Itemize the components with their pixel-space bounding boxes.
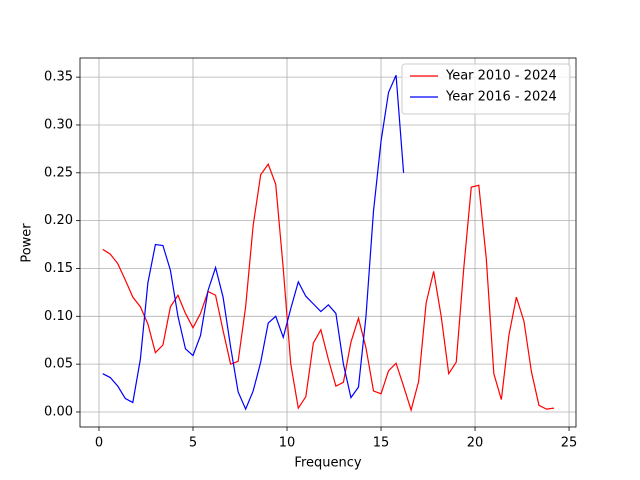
legend: Year 2010 - 2024 Year 2016 - 2024 <box>401 63 571 115</box>
y-tick-label: 0.25 <box>44 165 73 180</box>
x-tick-label: 5 <box>189 436 197 451</box>
legend-box <box>401 63 571 115</box>
y-tick-label: 0.30 <box>44 117 73 132</box>
plot-frame <box>79 57 577 428</box>
x-axis-label: Frequency <box>294 456 361 471</box>
x-tick-label: 10 <box>279 436 296 451</box>
y-tick-label: 0.20 <box>44 213 73 228</box>
y-tick-label: 0.10 <box>44 309 73 324</box>
y-tick-label: 0.00 <box>44 404 73 419</box>
y-tick-label: 0.35 <box>44 70 73 85</box>
x-tick-label: 25 <box>561 436 578 451</box>
x-tick-label: 20 <box>467 436 484 451</box>
line-series <box>102 74 405 411</box>
legend-label: Year 2010 - 2024 <box>445 69 557 84</box>
x-tick-label: 15 <box>373 436 390 451</box>
x-tick-label: 0 <box>95 436 103 451</box>
line-series <box>102 162 555 413</box>
y-tick-label: 0.05 <box>44 357 73 372</box>
legend-label: Year 2016 - 2024 <box>445 90 557 105</box>
y-tick-label: 0.15 <box>44 261 73 276</box>
y-axis-label: Power <box>20 223 35 263</box>
